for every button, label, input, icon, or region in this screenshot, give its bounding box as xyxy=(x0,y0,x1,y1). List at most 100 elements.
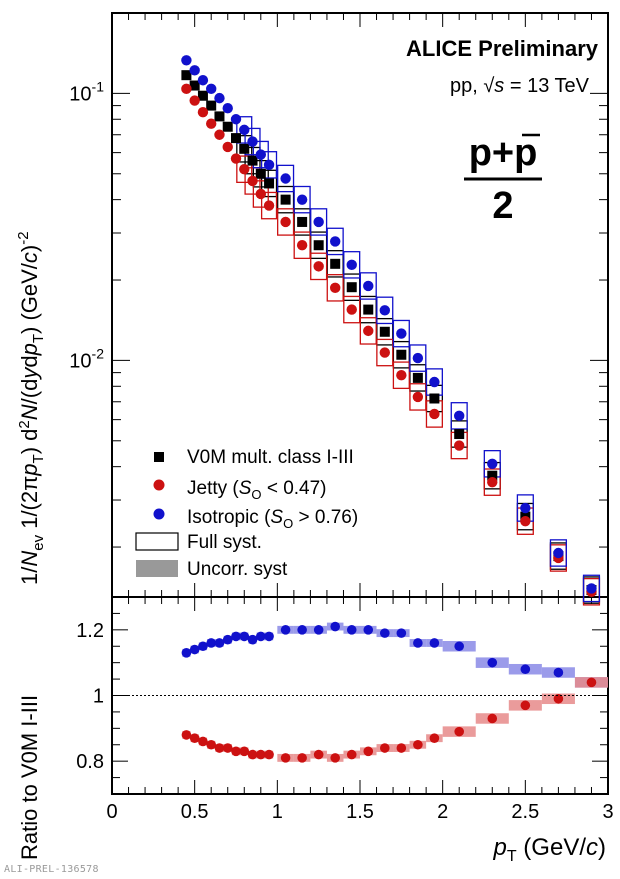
spectra-point-jetty xyxy=(520,515,531,527)
spectra-syst-box-jetty xyxy=(392,361,410,390)
spectra-point-v0m xyxy=(197,90,208,101)
spectra-syst-box-jetty xyxy=(483,468,501,496)
ratio-markers xyxy=(181,621,608,763)
spectra-syst-box-isotropic xyxy=(376,296,394,325)
x-tick-label: 2 xyxy=(437,801,448,823)
spectra-point-jetty xyxy=(230,153,242,164)
spectra-point-isotropic xyxy=(313,216,324,228)
spectra-syst-box-jetty xyxy=(252,180,269,208)
spectra-point-v0m xyxy=(363,304,374,315)
spectra-syst-box-isotropic xyxy=(293,185,311,214)
ratio-point-jetty xyxy=(520,700,531,711)
ratio-point-isotropic xyxy=(454,641,465,652)
spectra-syst-box-isotropic xyxy=(409,344,427,372)
particle-numerator: p+p xyxy=(469,132,538,174)
ratio-point-isotropic xyxy=(181,648,192,658)
ratio-point-jetty xyxy=(247,749,258,760)
spectra-syst-box-v0m xyxy=(252,159,269,188)
spectra-syst-box-jetty xyxy=(409,383,427,411)
spectra-point-isotropic xyxy=(247,136,258,147)
spectra-point-isotropic xyxy=(263,159,275,171)
ratio-point-jetty xyxy=(264,749,274,760)
spectra-syst-box-jetty xyxy=(343,295,361,324)
spectra-point-jetty xyxy=(214,129,225,140)
spectra-point-v0m xyxy=(280,194,291,205)
spectra-syst-box-isotropic xyxy=(450,402,468,430)
spectra-point-jetty xyxy=(487,476,498,488)
ratio-point-jetty xyxy=(454,726,465,737)
spectra-point-isotropic xyxy=(396,328,407,339)
x-tick-label: 0.5 xyxy=(181,801,209,823)
spectra-syst-box-jetty xyxy=(310,252,328,281)
axis-ticks: 0 0.5 1 1.5 2 2.5 3 10-2 10-1 0.8 1 1.2 xyxy=(69,12,614,823)
ratio-point-isotropic xyxy=(330,621,341,632)
spectra-point-v0m xyxy=(412,372,423,383)
spectra-syst-box-isotropic xyxy=(310,208,328,236)
legend-label-uncorr-syst: Uncorr. syst xyxy=(187,559,288,580)
spectra-syst-box-isotropic xyxy=(359,272,377,300)
spectra-point-isotropic xyxy=(222,103,233,114)
spectra-point-jetty xyxy=(280,216,291,228)
ratio-point-jetty xyxy=(297,753,307,763)
y-tick-label-ratio: 1.2 xyxy=(76,620,104,642)
spectra-point-jetty xyxy=(206,118,217,129)
spectra-syst-box-v0m xyxy=(392,340,410,369)
spectra-syst-box-jetty xyxy=(376,338,394,367)
y-tick-label-spectra: 10-1 xyxy=(69,78,104,105)
spectra-point-isotropic xyxy=(487,458,498,469)
ratio-point-jetty xyxy=(231,746,241,757)
spectra-point-v0m xyxy=(487,470,498,481)
spectra-syst-box-isotropic xyxy=(236,116,253,144)
ratio-point-isotropic xyxy=(553,667,564,678)
spectra-point-isotropic xyxy=(363,280,374,292)
spectra-point-isotropic xyxy=(586,583,597,594)
spectra-point-isotropic xyxy=(330,236,341,247)
ratio-point-isotropic xyxy=(363,625,374,635)
ratio-point-isotropic xyxy=(206,638,216,648)
spectra-point-jetty xyxy=(363,325,374,337)
ratio-point-isotropic xyxy=(247,634,258,645)
legend-marker-v0m xyxy=(154,452,164,462)
ratio-point-jetty xyxy=(181,730,192,740)
legend-marker-uncorr-syst xyxy=(136,560,178,577)
spectra-point-jetty xyxy=(181,83,192,95)
spectra-syst-box-v0m xyxy=(236,135,253,163)
ratio-point-isotropic xyxy=(222,634,233,645)
spectra-point-isotropic xyxy=(197,75,209,86)
legend: V0M mult. class I-III Jetty (SO < 0.47) … xyxy=(135,447,358,580)
x-tick-label: 1 xyxy=(272,801,283,823)
spectra-point-v0m xyxy=(247,155,258,166)
legend-marker-full-syst xyxy=(135,532,179,551)
ratio-point-jetty xyxy=(396,743,407,753)
spectra-point-isotropic xyxy=(379,305,390,316)
spectra-point-isotropic xyxy=(520,502,531,514)
spectra-point-jetty xyxy=(454,440,465,451)
ratio-point-isotropic xyxy=(396,628,407,638)
ratio-point-isotropic xyxy=(413,638,423,648)
spectra-syst-box-jetty xyxy=(293,231,311,260)
experiment-label: ALICE Preliminary xyxy=(406,36,599,61)
spectra-point-jetty xyxy=(255,188,266,200)
spectra-point-v0m xyxy=(346,282,357,293)
spectra-point-isotropic xyxy=(454,410,465,422)
spectra-markers xyxy=(181,55,601,606)
spectra-point-isotropic xyxy=(230,114,242,125)
ratio-point-jetty xyxy=(198,736,208,747)
spectra-syst-box-jetty xyxy=(326,274,344,302)
particle-denominator: 2 xyxy=(492,185,513,227)
spectra-point-isotropic xyxy=(429,376,440,388)
spectra-point-v0m xyxy=(454,429,465,440)
spectra-point-v0m xyxy=(264,178,275,189)
spectra-point-isotropic xyxy=(296,194,308,205)
spectra-syst-box-jetty xyxy=(236,155,253,184)
spectra-point-jetty xyxy=(379,347,390,358)
spectra-point-v0m xyxy=(313,240,324,251)
ratio-point-jetty xyxy=(586,677,597,688)
x-axis-title: pT (GeV/c) xyxy=(493,834,607,865)
ratio-point-jetty xyxy=(363,746,374,757)
spectra-point-v0m xyxy=(379,326,390,337)
y-tick-label-ratio: 0.8 xyxy=(76,751,104,773)
ratio-point-isotropic xyxy=(264,631,274,642)
spectra-point-jetty xyxy=(313,261,324,272)
